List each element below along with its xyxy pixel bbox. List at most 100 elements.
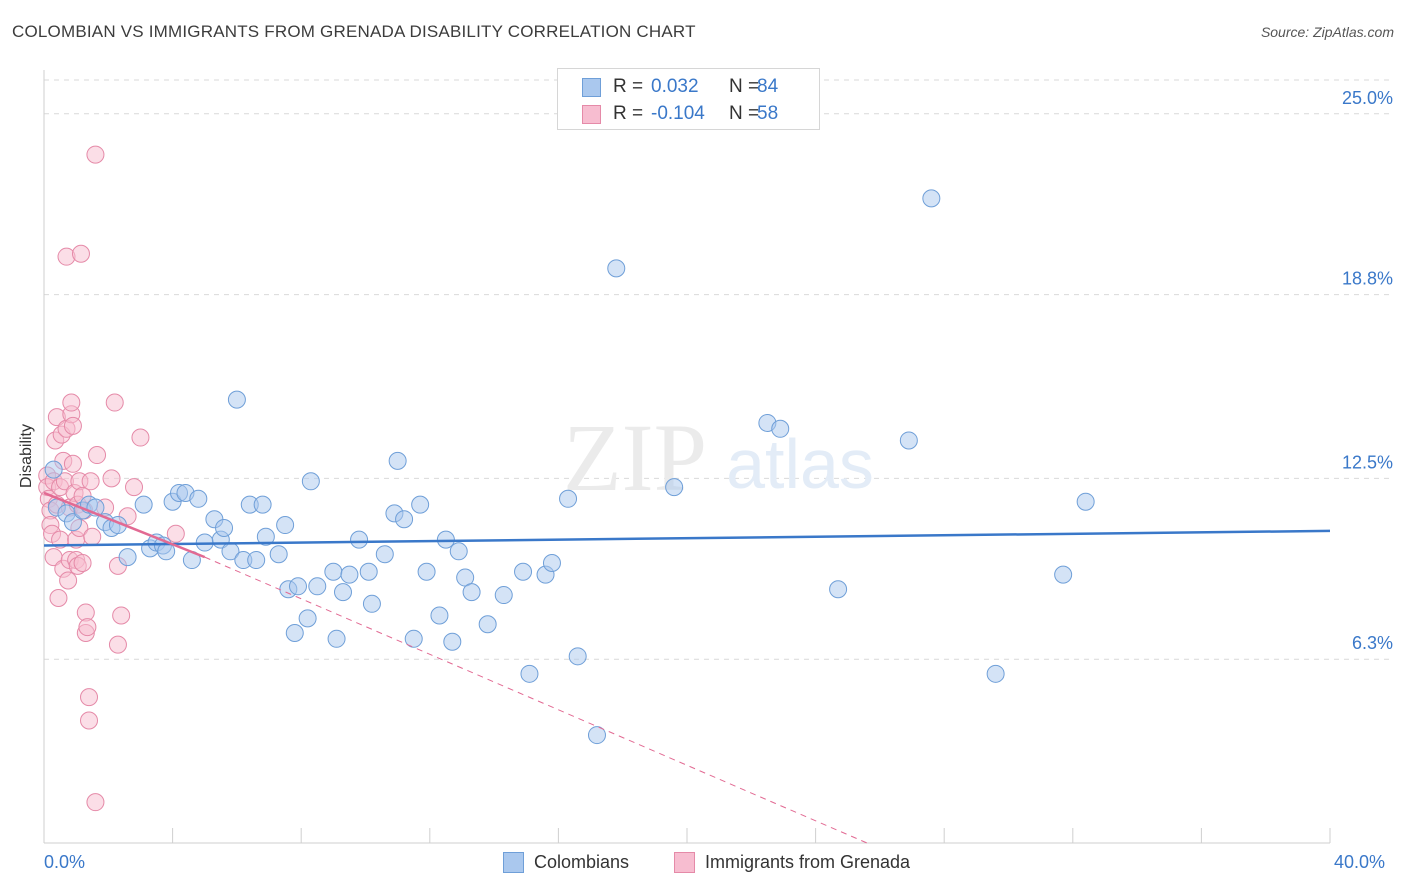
- colombian-point: [215, 518, 234, 537]
- colombian-point: [922, 189, 941, 208]
- y-tick-label: 25.0%: [1342, 88, 1393, 108]
- colombian-point: [404, 629, 423, 648]
- colombian-point: [462, 583, 481, 602]
- grenada-point: [112, 606, 131, 625]
- y-axis-label: Disability: [18, 423, 35, 489]
- grenada-point: [108, 635, 127, 654]
- colombian-point: [542, 553, 561, 572]
- colombian-point: [298, 609, 317, 628]
- colombian-point: [256, 527, 275, 546]
- colombian-point: [587, 726, 606, 745]
- watermark-zip: ZIP: [563, 404, 707, 511]
- colombian-point: [63, 513, 82, 532]
- series-swatch-blue: [503, 852, 524, 873]
- y-tick-label: 18.8%: [1342, 269, 1393, 289]
- x-min-label: 0.0%: [44, 852, 86, 872]
- colombian-point: [388, 451, 407, 470]
- watermark-atlas: atlas: [726, 425, 874, 503]
- grenada-trend-extension: [204, 556, 868, 844]
- series-legend-colombians[interactable]: Colombians: [503, 852, 629, 873]
- legend-r-value: -0.104: [651, 103, 705, 124]
- series-label: Immigrants from Grenada: [705, 852, 911, 872]
- grenada-point: [102, 469, 121, 488]
- colombian-point: [285, 623, 304, 642]
- colombian-point: [333, 583, 352, 602]
- grenada-point: [88, 446, 107, 465]
- correlation-legend: R = 0.032 N = 84 R = -0.104 N = 58: [557, 68, 820, 130]
- legend-r-label: R =: [613, 103, 644, 124]
- grenada-point: [125, 478, 144, 497]
- colombian-point: [362, 594, 381, 613]
- colombian-point: [607, 259, 626, 278]
- colombian-point: [324, 562, 343, 581]
- colombian-point: [443, 632, 462, 651]
- legend-row-grenada: R = -0.104 N = 58: [582, 101, 778, 127]
- colombian-point: [514, 562, 533, 581]
- colombian-point: [189, 489, 208, 508]
- colombian-point: [559, 489, 578, 508]
- source-label: Source: ZipAtlas.com: [1260, 24, 1394, 40]
- legend-swatch-blue: [582, 77, 601, 97]
- grenada-point: [57, 247, 76, 266]
- series-label: Colombians: [534, 852, 630, 872]
- grenada-point: [59, 571, 78, 590]
- series-legend-grenada[interactable]: Immigrants from Grenada: [674, 852, 910, 873]
- colombian-point: [478, 615, 497, 634]
- grenada-point: [86, 145, 105, 164]
- colombian-point: [359, 562, 378, 581]
- colombian-point: [253, 495, 272, 514]
- colombian-point: [301, 472, 320, 491]
- colombian-point: [449, 542, 468, 561]
- colombian-trend-line: [43, 529, 1331, 547]
- grenada-point: [80, 711, 99, 730]
- x-max-label: 40.0%: [1334, 852, 1386, 872]
- colombian-point: [568, 647, 587, 666]
- colombian-point: [308, 577, 327, 596]
- grenada-point: [86, 793, 105, 812]
- axis-layer: [43, 70, 1331, 844]
- colombian-point: [899, 431, 918, 450]
- grenada-point: [81, 472, 100, 491]
- grenada-point: [83, 527, 102, 546]
- legend-swatch-pink: [582, 104, 601, 124]
- series-legend: Colombians Immigrants from Grenada: [0, 852, 1406, 876]
- grenada-point: [105, 393, 124, 412]
- y-tick-label: 6.3%: [1352, 633, 1393, 653]
- colombian-point: [411, 495, 430, 514]
- grenada-trend-line: [43, 491, 206, 559]
- trend-layer: [43, 491, 1331, 844]
- grenada-point: [73, 553, 92, 572]
- chart-title: COLOMBIAN VS IMMIGRANTS FROM GRENADA DIS…: [12, 22, 696, 41]
- colombian-point: [395, 510, 414, 529]
- grenada-point: [80, 688, 99, 707]
- colombian-point: [986, 664, 1005, 683]
- grenada-point: [63, 416, 82, 435]
- colombian-point: [118, 548, 137, 567]
- colombian-point: [1076, 492, 1095, 511]
- grenada-point: [78, 618, 97, 637]
- grenada-point: [63, 454, 82, 473]
- legend-r-label: R =: [613, 76, 644, 97]
- grenada-point: [71, 244, 90, 263]
- grenada-point: [49, 588, 68, 607]
- grid-layer: [44, 79, 1394, 660]
- colombian-point: [350, 530, 369, 549]
- colombian-point: [494, 586, 513, 605]
- colombian-point: [665, 478, 684, 497]
- series-swatch-pink: [674, 852, 695, 873]
- watermark: ZIP atlas: [563, 404, 874, 511]
- colombian-point: [829, 580, 848, 599]
- colombian-point: [520, 664, 539, 683]
- colombian-point: [327, 629, 346, 648]
- legend-n-label: N =: [729, 103, 760, 124]
- grenada-point: [62, 393, 81, 412]
- colombian-point: [269, 545, 288, 564]
- colombian-point: [288, 577, 307, 596]
- legend-n-value: 84: [757, 76, 779, 97]
- colombian-point: [44, 460, 63, 479]
- colombian-point: [340, 565, 359, 584]
- colombian-point: [430, 606, 449, 625]
- grenada-point: [131, 428, 150, 447]
- legend-n-label: N =: [729, 76, 760, 97]
